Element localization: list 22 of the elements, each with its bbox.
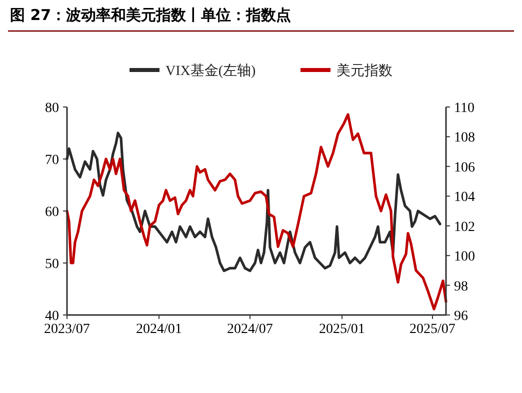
y2-tick-label: 96 <box>454 309 468 324</box>
y-tick-label: 50 <box>45 257 59 272</box>
line-series <box>66 113 448 310</box>
y-tick-label: 60 <box>45 205 59 220</box>
y2-tick-label: 104 <box>454 190 475 206</box>
y2-tick-label: 108 <box>454 130 475 146</box>
legend-label: VIX基金(左轴) <box>166 63 256 79</box>
x-tick-label: 2025/01 <box>319 322 365 337</box>
y-tick-label: 70 <box>45 153 59 168</box>
y2-tick-label: 100 <box>454 250 475 265</box>
legend-label: 美元指数 <box>336 63 392 79</box>
y-tick-label: 80 <box>45 101 59 116</box>
x-tick-label: 2023/07 <box>44 322 90 337</box>
y2-tick-label: 106 <box>454 160 475 176</box>
y2-tick-label: 98 <box>454 279 468 294</box>
y2-tick-label: 102 <box>454 220 475 235</box>
chart-title: 图 27：波动率和美元指数丨单位：指数点 <box>10 6 292 24</box>
y2-tick-label: 110 <box>454 101 474 116</box>
x-tick-label: 2024/07 <box>227 322 273 337</box>
x-tick-label: 2025/07 <box>410 322 456 337</box>
x-tick-label: 2024/01 <box>136 322 182 337</box>
y-tick-label: 40 <box>45 309 59 324</box>
